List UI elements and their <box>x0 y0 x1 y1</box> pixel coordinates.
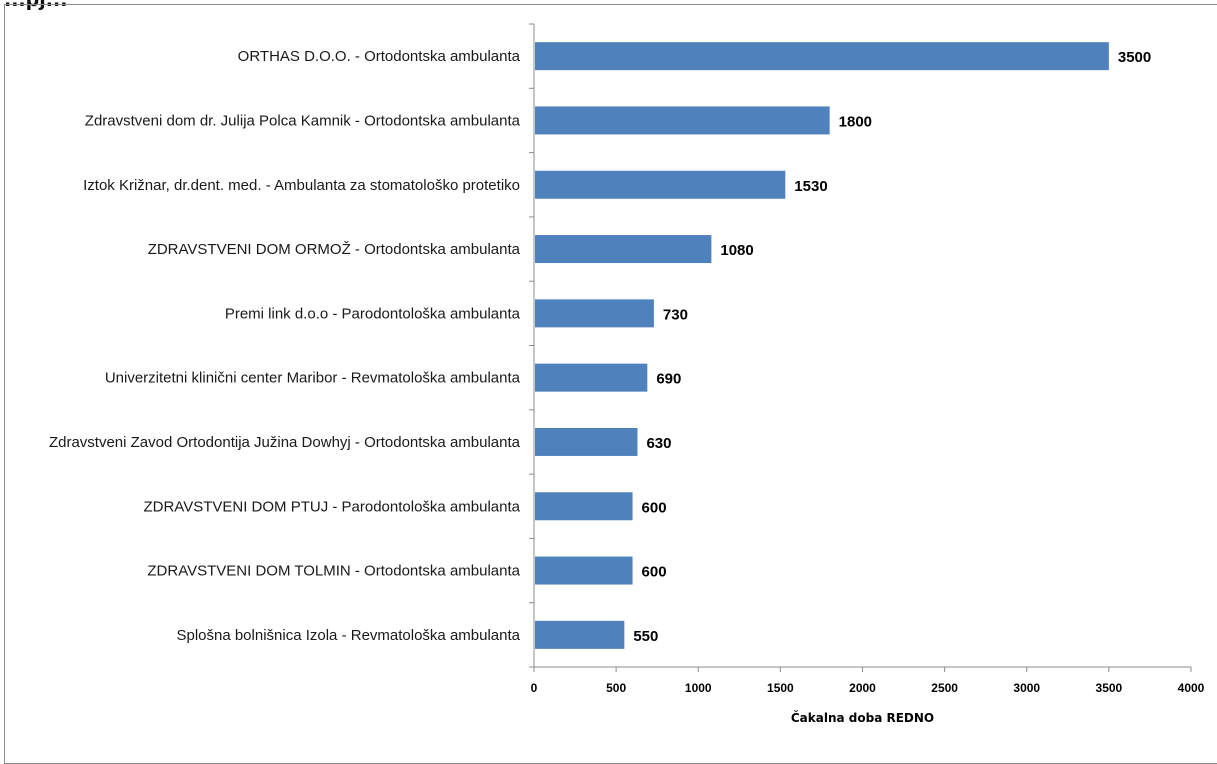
x-tick-label: 1500 <box>767 681 794 695</box>
data-label: 630 <box>646 435 671 452</box>
bar <box>535 620 625 649</box>
x-tick-label: 1000 <box>685 681 712 695</box>
category-label: Zdravstveni dom dr. Julija Polca Kamnik … <box>85 112 521 129</box>
x-axis-title: Čakalna doba REDNO <box>791 710 934 725</box>
data-label: 600 <box>642 499 667 516</box>
x-tick-label: 3500 <box>1096 681 1123 695</box>
bar <box>535 106 830 135</box>
data-label: 1530 <box>794 178 827 195</box>
x-tick-label: 3000 <box>1013 681 1040 695</box>
x-tick-label: 4000 <box>1178 681 1205 695</box>
bar <box>535 42 1109 71</box>
data-label: 600 <box>642 564 667 581</box>
category-label: Zdravstveni Zavod Ortodontija Južina Dow… <box>49 434 521 451</box>
bar <box>535 170 786 199</box>
category-label: Premi link d.o.o - Parodontološka ambula… <box>225 305 521 322</box>
category-label: ZDRAVSTVENI DOM TOLMIN - Ortodontska amb… <box>147 563 520 580</box>
category-label: Iztok Križnar, dr.dent. med. - Ambulanta… <box>83 177 520 194</box>
bar <box>535 427 638 456</box>
bar <box>535 299 654 328</box>
bar <box>535 556 633 585</box>
category-label: Univerzitetni klinični center Maribor - … <box>105 370 521 387</box>
bar-chart: 0 500 1000 1500 2000 2500 3000 3500 4000 ORTHAS D… <box>49 23 1205 725</box>
data-label: 550 <box>633 628 658 645</box>
data-label: 690 <box>656 371 681 388</box>
bar <box>535 363 648 392</box>
category-label: ZDRAVSTVENI DOM PTUJ - Parodontološka am… <box>143 498 520 515</box>
data-label: 1800 <box>839 113 872 130</box>
category-label: Splošna bolnišnica Izola - Revmatološka … <box>176 627 520 644</box>
category-label: ORTHAS D.O.O. - Ortodontska ambulanta <box>238 48 521 65</box>
data-label: 730 <box>663 306 688 323</box>
x-tick-label: 0 <box>531 681 538 695</box>
bar <box>535 235 712 264</box>
category-label: ZDRAVSTVENI DOM ORMOŽ - Ortodontska ambu… <box>148 241 521 258</box>
bar <box>535 492 633 521</box>
data-label: 1080 <box>720 242 753 259</box>
x-tick-label: 2000 <box>849 681 876 695</box>
plot-area: 0 500 1000 1500 2000 2500 3000 3500 4000 ORTHAS D… <box>49 23 1205 695</box>
x-tick-label: 2500 <box>931 681 958 695</box>
cropped-page-title: ...pj... <box>4 0 68 11</box>
x-tick-label: 500 <box>606 681 626 695</box>
data-label: 3500 <box>1118 49 1151 66</box>
